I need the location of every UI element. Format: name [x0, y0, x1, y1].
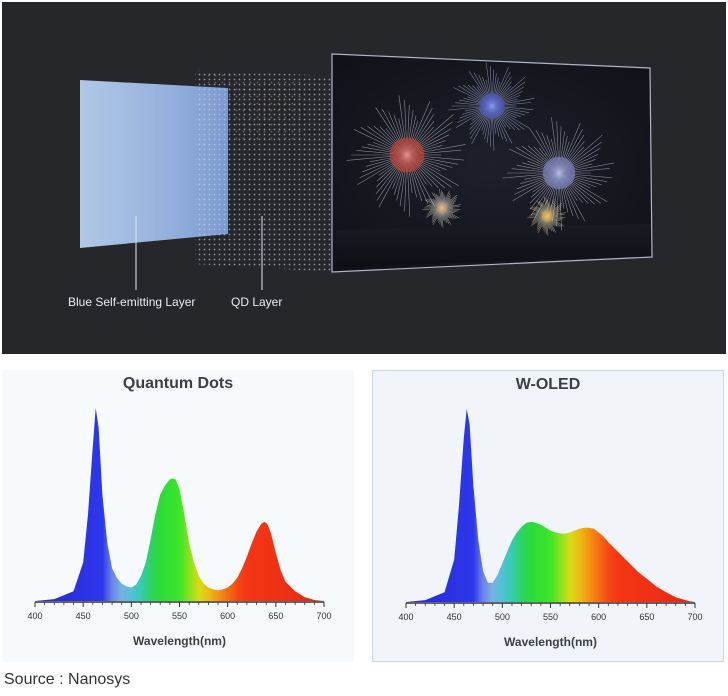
- spectrum-area: [35, 408, 324, 601]
- blue-layer-label: Blue Self-emitting Layer: [68, 295, 196, 309]
- x-tick-label: 400: [398, 612, 413, 622]
- tv-screen: [331, 53, 653, 273]
- qd-layer-label: QD Layer: [231, 295, 283, 309]
- x-tick-label: 450: [76, 611, 91, 621]
- x-tick-label: 650: [268, 611, 283, 621]
- quantum-dots-chart-title: Quantum Dots: [122, 375, 234, 392]
- woled-chart: 400 450 500 550 600 650 700 Wavelength(nm): [398, 409, 703, 649]
- x-tick-label: 550: [172, 611, 187, 621]
- woled-chart-title: W-OLED: [515, 376, 581, 393]
- x-tick-label: 600: [591, 612, 606, 622]
- x-tick-label: 650: [639, 612, 654, 622]
- qd-oled-illustration: Blue Self-emitting Layer QD Layer: [2, 2, 726, 354]
- x-tick-label: 400: [27, 611, 42, 621]
- spectrum-area: [406, 409, 695, 602]
- quantum-dots-chart-panel: 400 450 500 550 600 650 700 Wavelength(nm) Quan…: [2, 370, 354, 662]
- x-tick-label: 550: [543, 612, 558, 622]
- x-tick-label: 700: [687, 612, 702, 622]
- x-axis-label: Wavelength(nm): [133, 634, 226, 648]
- x-axis-label: Wavelength(nm): [504, 635, 597, 649]
- x-tick-label: 500: [495, 612, 510, 622]
- source-note: Source : Nanosys: [4, 671, 131, 688]
- x-tick-label: 450: [447, 612, 462, 622]
- x-tick-label: 700: [316, 611, 331, 621]
- blue-self-emitting-layer: [80, 80, 228, 248]
- woled-chart-panel: 400 450 500 550 600 650 700 Wavelength(nm) W-OL…: [372, 370, 724, 662]
- x-tick-label: 500: [124, 611, 139, 621]
- x-tick-label: 600: [220, 611, 235, 621]
- quantum-dots-chart: 400 450 500 550 600 650 700 Wavelength(nm): [27, 408, 332, 648]
- fireworks-image: [346, 62, 614, 236]
